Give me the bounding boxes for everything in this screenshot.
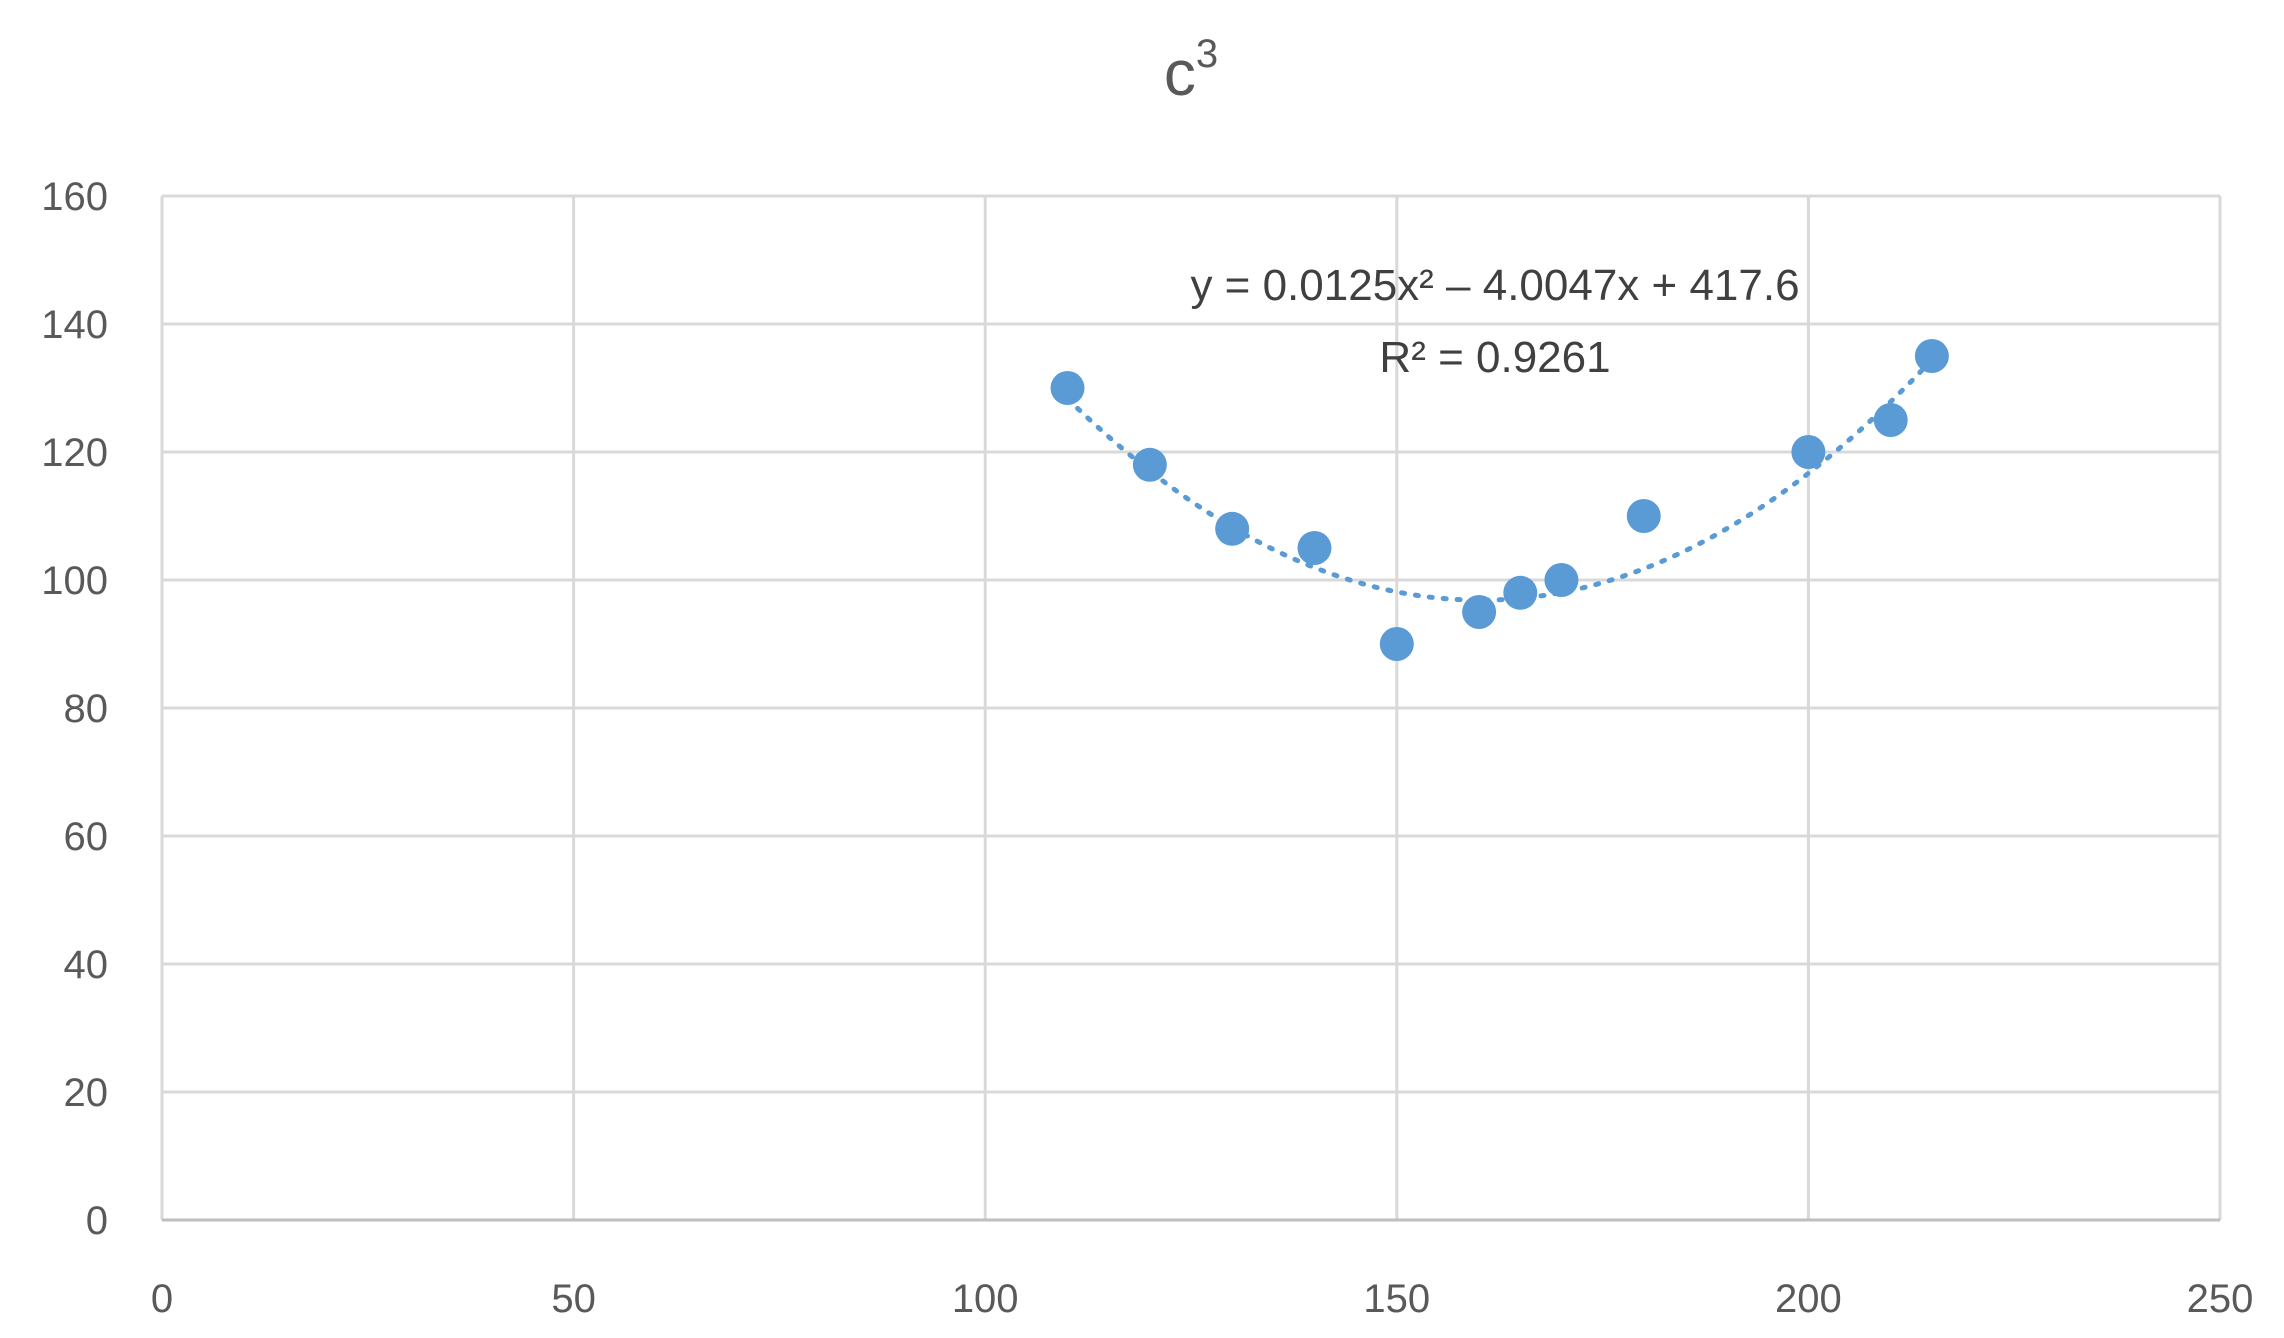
data-point [1215, 511, 1250, 546]
x-tick-label: 50 [551, 1277, 596, 1321]
y-tick-label: 0 [86, 1199, 108, 1243]
y-tick-label: 20 [64, 1071, 109, 1115]
y-tick-label: 60 [64, 815, 109, 859]
gridlines [160, 194, 2222, 1222]
chart-title-base: c [1164, 37, 1196, 109]
y-axis-tick-labels: 0 20 40 60 80 100 120 140 160 [41, 175, 108, 1243]
y-tick-label: 160 [41, 175, 108, 219]
x-tick-label: 200 [1775, 1277, 1842, 1321]
x-axis-tick-labels: 0 50 100 150 200 250 [151, 1277, 2254, 1321]
data-point [1462, 595, 1497, 629]
data-point [1914, 339, 1949, 373]
trendline-group [1065, 357, 1935, 603]
x-tick-label: 250 [2187, 1277, 2254, 1321]
x-tick-label: 0 [151, 1277, 173, 1321]
x-tick-label: 150 [1363, 1277, 1430, 1321]
data-point [1132, 447, 1167, 482]
data-point [1626, 499, 1661, 533]
chart-title: c3 [1164, 32, 1218, 109]
y-tick-label: 100 [41, 559, 108, 603]
y-tick-label: 140 [41, 303, 108, 347]
data-point [1791, 435, 1826, 469]
data-point [1503, 575, 1538, 610]
data-point [1544, 563, 1579, 597]
data-points [1050, 339, 1949, 661]
y-tick-label: 120 [41, 431, 108, 475]
data-point [1050, 371, 1085, 405]
trendline-r2-label: R² = 0.9261 [1379, 333, 1610, 382]
y-tick-label: 80 [64, 687, 109, 731]
polynomial-trendline [1065, 357, 1935, 603]
data-point [1379, 627, 1414, 661]
trendline-equation-label: y = 0.0125x² – 4.0047x + 417.6 [1190, 261, 1799, 310]
x-tick-label: 100 [952, 1277, 1019, 1321]
chart-title-superscript: 3 [1196, 32, 1218, 76]
data-point [1297, 531, 1332, 565]
data-point [1873, 403, 1908, 437]
y-tick-label: 40 [64, 943, 109, 987]
